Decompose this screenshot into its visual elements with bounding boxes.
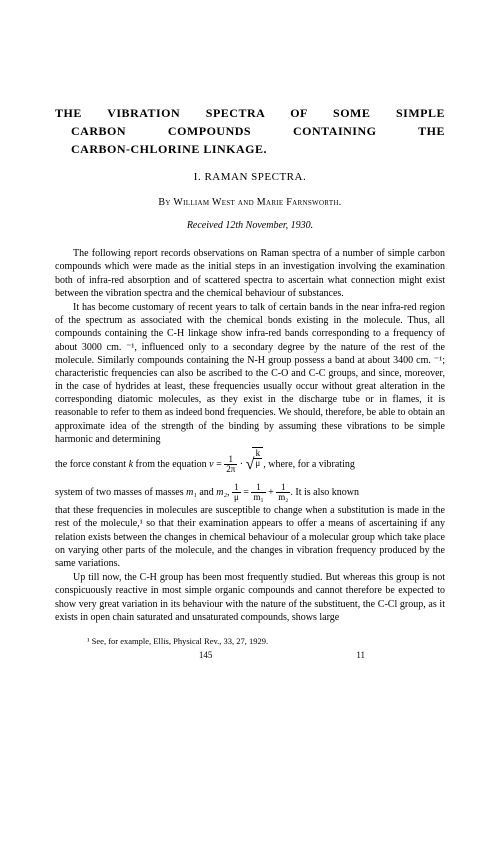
eq-fraction: 1m₂ — [276, 483, 290, 502]
eq-sqrt: √kμ — [246, 447, 264, 482]
frac-denominator: μ — [253, 459, 262, 468]
eq-text: It is also known — [293, 487, 359, 498]
received-date: Received 12th November, 1930. — [55, 220, 445, 231]
eq-fraction: 1μ — [232, 483, 241, 502]
eq-equals: = — [241, 487, 252, 498]
frac-denominator: m₂ — [276, 493, 290, 502]
equation-line-2: system of two masses of masses m₁ and m₂… — [55, 482, 445, 504]
eq-fraction: 12π — [224, 455, 237, 474]
eq-equals: = — [214, 459, 225, 470]
article-title-line2: CARBON COMPOUNDS CONTAINING THE — [55, 124, 445, 139]
eq-text: and — [197, 487, 216, 498]
paragraph-4: Up till now, the C-H group has been most… — [55, 571, 445, 624]
article-title-line1: THE VIBRATION SPECTRA OF SOME SIMPLE — [55, 105, 445, 121]
frac-denominator: μ — [232, 493, 241, 502]
page-number: 145 — [55, 650, 356, 660]
sqrt-content: kμ — [252, 447, 263, 470]
eq-fraction: 1m₁ — [251, 483, 265, 502]
paragraph-2: It has become customary of recent years … — [55, 301, 445, 446]
frac-denominator: m₁ — [251, 493, 265, 502]
eq-plus: + — [266, 487, 277, 498]
article-subtitle: I. RAMAN SPECTRA. — [55, 171, 445, 183]
eq-text: the force constant — [55, 459, 129, 470]
page-footer: 145 11 — [55, 650, 445, 660]
author-line: By William West and Marie Farnsworth. — [55, 197, 445, 208]
eq-text: where, for a vibrating — [266, 459, 355, 470]
eq-dot: · — [237, 459, 245, 470]
equation-line-1: the force constant k from the equation ν… — [55, 447, 445, 482]
frac-denominator: 2π — [224, 465, 237, 474]
paragraph-3: that these frequencies in molecules are … — [55, 504, 445, 570]
authors-names: William West and Marie Farnsworth. — [173, 197, 341, 208]
eq-text: system of two masses of masses — [55, 487, 186, 498]
article-title-line3: CARBON-CHLORINE LINKAGE. — [55, 142, 445, 157]
eq-var-m2: m₂ — [216, 487, 227, 498]
authors-prefix: By — [158, 197, 173, 208]
footnote-1: ¹ See, for example, Ellis, Physical Rev.… — [55, 636, 445, 646]
signature-number: 11 — [356, 650, 365, 660]
eq-text: from the equation — [133, 459, 209, 470]
paragraph-1: The following report records observation… — [55, 247, 445, 300]
eq-var-m1: m₁ — [186, 487, 197, 498]
